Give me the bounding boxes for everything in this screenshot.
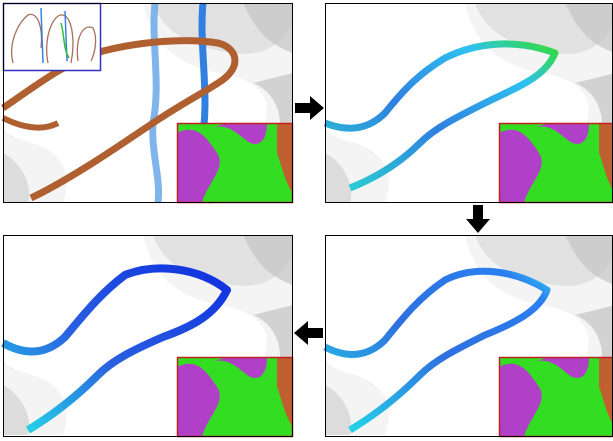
detail-inset — [176, 356, 294, 438]
brown-curve — [1, 115, 60, 131]
detail-inset — [176, 122, 294, 204]
panel-border — [3, 3, 293, 203]
detail-inset — [498, 122, 613, 204]
panel — [323, 235, 613, 438]
arrow-down — [466, 205, 490, 233]
panel — [323, 3, 613, 204]
overview-figures — [11, 13, 97, 64]
curve — [323, 40, 559, 192]
overview-inset — [3, 3, 100, 70]
curve — [323, 267, 551, 434]
panel — [1, 235, 294, 438]
curve — [1, 264, 231, 434]
panel — [1, 2, 294, 204]
panel-border — [3, 235, 293, 437]
detail-inset — [498, 356, 613, 438]
arrow-right — [295, 96, 324, 120]
blue-curve — [149, 2, 163, 204]
overview-lines — [60, 22, 70, 59]
arrow-left — [294, 321, 323, 345]
